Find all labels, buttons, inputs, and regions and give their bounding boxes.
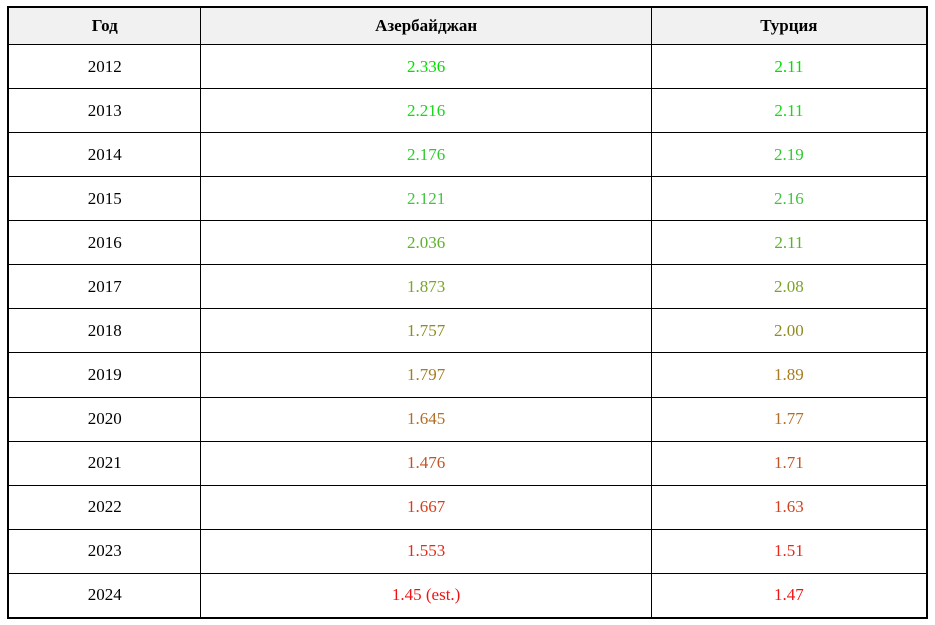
table-row: 2021 1.476 1.71 xyxy=(7,440,928,486)
turkey-cell: 1.51 xyxy=(650,528,928,574)
azerbaijan-cell: 1.757 xyxy=(200,308,652,354)
azerbaijan-cell: 1.667 xyxy=(200,484,652,530)
table-row: 2014 2.176 2.19 xyxy=(7,132,928,178)
table-row: 2013 2.216 2.11 xyxy=(7,88,928,134)
year-cell: 2016 xyxy=(7,220,202,266)
azerbaijan-cell: 1.873 xyxy=(200,264,652,310)
year-cell: 2012 xyxy=(7,43,202,90)
table-row: 2023 1.553 1.51 xyxy=(7,528,928,574)
table-row: 2020 1.645 1.77 xyxy=(7,396,928,442)
header-year: Год xyxy=(7,6,202,45)
turkey-cell: 2.19 xyxy=(650,132,928,178)
turkey-cell: 2.11 xyxy=(650,220,928,266)
turkey-cell: 2.00 xyxy=(650,308,928,354)
year-cell: 2022 xyxy=(7,484,202,530)
header-azerbaijan: Азербайджан xyxy=(200,6,652,45)
table-row: 2019 1.797 1.89 xyxy=(7,352,928,398)
azerbaijan-cell: 1.476 xyxy=(200,440,652,486)
table-header: Год Азербайджан Турция xyxy=(7,6,928,45)
table-row: 2022 1.667 1.63 xyxy=(7,484,928,530)
table-row: 2012 2.336 2.11 xyxy=(7,43,928,90)
year-cell: 2023 xyxy=(7,528,202,574)
azerbaijan-cell: 1.797 xyxy=(200,352,652,398)
turkey-cell: 1.89 xyxy=(650,352,928,398)
year-cell: 2021 xyxy=(7,440,202,486)
turkey-cell: 1.77 xyxy=(650,396,928,442)
table-row: 2016 2.036 2.11 xyxy=(7,220,928,266)
year-cell: 2024 xyxy=(7,572,202,619)
year-cell: 2017 xyxy=(7,264,202,310)
azerbaijan-cell: 1.45 (est.) xyxy=(200,572,652,619)
table-row: 2017 1.873 2.08 xyxy=(7,264,928,310)
azerbaijan-cell: 2.216 xyxy=(200,88,652,134)
header-row: Год Азербайджан Турция xyxy=(7,6,928,45)
year-cell: 2014 xyxy=(7,132,202,178)
azerbaijan-cell: 2.121 xyxy=(200,176,652,222)
azerbaijan-cell: 2.336 xyxy=(200,43,652,90)
year-cell: 2018 xyxy=(7,308,202,354)
table-row: 2018 1.757 2.00 xyxy=(7,308,928,354)
turkey-cell: 2.11 xyxy=(650,43,928,90)
turkey-cell: 2.11 xyxy=(650,88,928,134)
azerbaijan-cell: 1.645 xyxy=(200,396,652,442)
year-cell: 2015 xyxy=(7,176,202,222)
table-row: 2024 1.45 (est.) 1.47 xyxy=(7,572,928,619)
header-turkey: Турция xyxy=(650,6,928,45)
fertility-table: Год Азербайджан Турция 2012 2.336 2.11 2… xyxy=(7,6,928,619)
table-row: 2015 2.121 2.16 xyxy=(7,176,928,222)
turkey-cell: 1.47 xyxy=(650,572,928,619)
turkey-cell: 1.71 xyxy=(650,440,928,486)
year-cell: 2019 xyxy=(7,352,202,398)
year-cell: 2020 xyxy=(7,396,202,442)
azerbaijan-cell: 1.553 xyxy=(200,528,652,574)
azerbaijan-cell: 2.036 xyxy=(200,220,652,266)
turkey-cell: 2.16 xyxy=(650,176,928,222)
year-cell: 2013 xyxy=(7,88,202,134)
turkey-cell: 2.08 xyxy=(650,264,928,310)
turkey-cell: 1.63 xyxy=(650,484,928,530)
table-body: 2012 2.336 2.11 2013 2.216 2.11 2014 2.1… xyxy=(7,43,928,619)
azerbaijan-cell: 2.176 xyxy=(200,132,652,178)
